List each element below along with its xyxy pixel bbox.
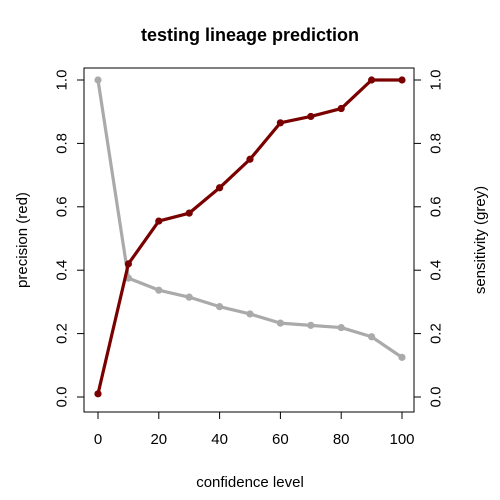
sensitivity-point (155, 286, 163, 294)
precision-point (398, 76, 406, 84)
sensitivity-point (307, 321, 315, 329)
x-tick-label: 80 (333, 431, 350, 448)
precision-point (185, 209, 193, 217)
series-sensitivity (94, 76, 406, 361)
y-axis-left-label: precision (red) (14, 192, 31, 288)
y-left-tick-label: 0.8 (54, 133, 71, 154)
precision-point (124, 260, 132, 268)
series-precision (94, 76, 406, 398)
y-axis-right-label: sensitivity (grey) (472, 186, 489, 294)
x-tick-label: 40 (211, 431, 228, 448)
y-axis-right: 0.0 0.2 0.4 0.6 0.8 1.0 (413, 70, 445, 408)
sensitivity-point (276, 319, 284, 327)
series-layer (94, 76, 406, 398)
precision-point (246, 155, 254, 163)
x-tick-label: 100 (389, 431, 414, 448)
sensitivity-point (216, 303, 224, 311)
precision-line (96, 78, 404, 396)
sensitivity-point (337, 323, 345, 332)
y-left-tick-label: 0.0 (54, 387, 71, 408)
y-right-tick-label: 0.6 (428, 196, 445, 217)
plot-frame (83, 67, 415, 413)
x-tick-label: 60 (272, 431, 289, 448)
precision-point (155, 217, 163, 225)
sensitivity-point (94, 76, 102, 84)
x-tick-label: 0 (94, 431, 102, 448)
sensitivity-point (398, 353, 406, 361)
y-right-tick-label: 1.0 (428, 70, 445, 91)
sensitivity-point (246, 310, 254, 318)
precision-point (368, 76, 376, 84)
x-axis-label: confidence level (196, 474, 304, 491)
y-left-tick-label: 0.6 (54, 196, 71, 217)
sensitivity-point (368, 333, 376, 341)
chart-title: testing lineage prediction (141, 25, 359, 45)
y-left-tick-label: 1.0 (54, 70, 71, 91)
y-right-tick-label: 0.4 (428, 260, 445, 281)
y-axis-left: 0.0 0.2 0.4 0.6 0.8 1.0 (54, 70, 85, 408)
x-tick-label: 20 (150, 431, 167, 448)
y-right-tick-label: 0.2 (428, 323, 445, 344)
precision-point (94, 390, 102, 398)
precision-point (216, 184, 224, 192)
sensitivity-point (185, 293, 193, 301)
y-left-tick-label: 0.4 (54, 260, 71, 281)
precision-point (337, 104, 345, 113)
y-right-tick-label: 0.0 (428, 387, 445, 408)
x-axis: 0 20 40 60 80 100 (94, 411, 415, 448)
y-right-tick-label: 0.8 (428, 133, 445, 154)
precision-point (307, 112, 315, 121)
y-left-tick-label: 0.2 (54, 323, 71, 344)
precision-point (276, 119, 284, 127)
